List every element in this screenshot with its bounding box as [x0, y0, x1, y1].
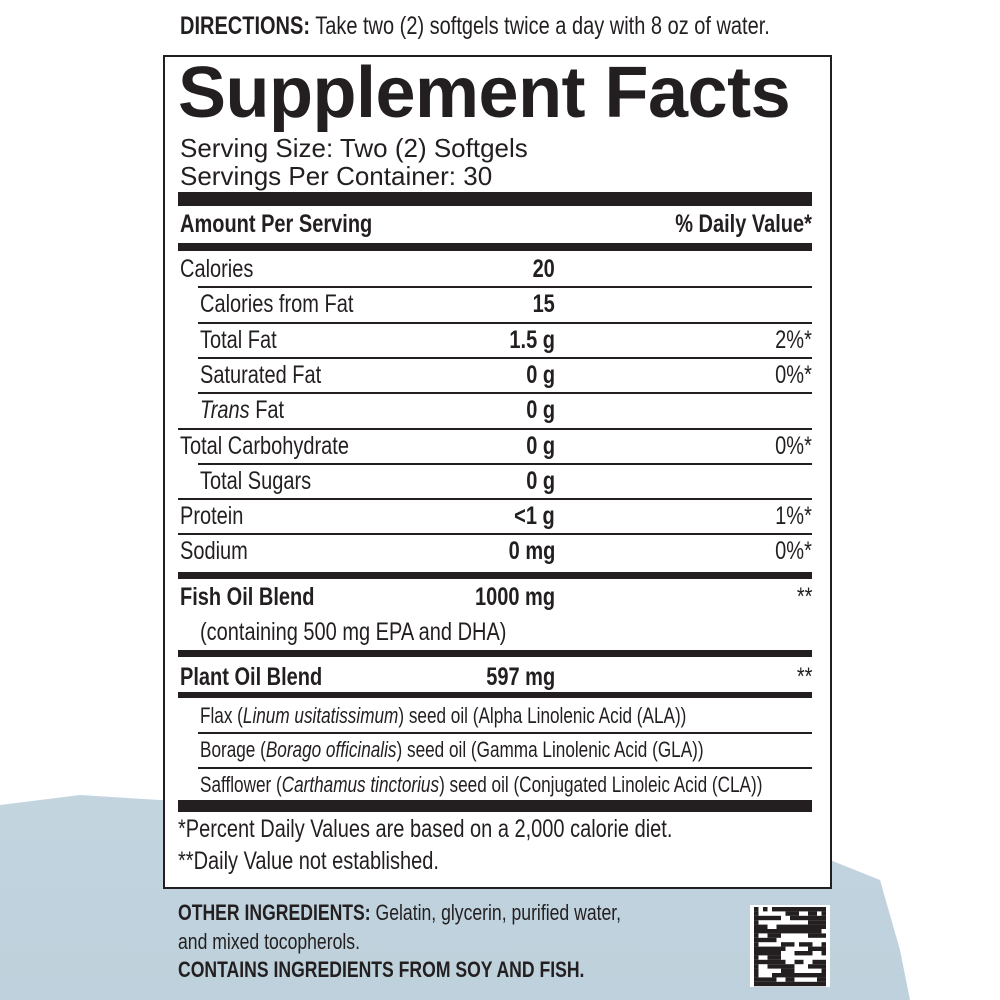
other-ingredients-text: Gelatin, glycerin, purified water, — [370, 900, 622, 925]
nutrient-row: Total Sugars 0 g — [0, 464, 1000, 498]
fish-oil-dv: ** — [796, 583, 812, 611]
nutrient-amount: 0 g — [526, 432, 555, 460]
row-divider — [198, 286, 812, 288]
nutrient-row: Protein <1 g 1%* — [0, 499, 1000, 533]
divider-medium — [178, 243, 812, 251]
other-ingredients-text2: and mixed tocopherols. — [178, 929, 360, 954]
divider-medium — [178, 692, 812, 698]
servings-per-container: Servings Per Container: 30 — [180, 161, 493, 191]
directions-label: DIRECTIONS: — [180, 12, 310, 40]
plant-oil-label: Plant Oil Blend — [180, 663, 323, 691]
fish-oil-row: Fish Oil Blend 1000 mg ** — [0, 580, 1000, 614]
item-detail: ) seed oil (Alpha Linolenic Acid (ALA)) — [398, 703, 687, 728]
nutrient-label: Calories from Fat — [200, 290, 354, 318]
nutrient-label: Total Fat — [200, 326, 277, 354]
nutrient-row: Trans Fat 0 g — [0, 393, 1000, 427]
plant-oil-item: Safflower (Carthamus tinctorius) seed oi… — [0, 768, 1000, 802]
panel-title: Supplement Facts — [178, 53, 791, 133]
nutrient-amount: 0 g — [526, 467, 555, 495]
header-row: Amount Per Serving % Daily Value* — [0, 207, 1000, 241]
footnote-1-text: *Percent Daily Values are based on a 2,0… — [178, 815, 673, 843]
amount-per-serving-header: Amount Per Serving — [180, 210, 373, 238]
nutrient-row: Total Carbohydrate 0 g 0%* — [0, 429, 1000, 463]
directions: DIRECTIONS: Take two (2) softgels twice … — [180, 12, 917, 41]
fish-oil-label: Fish Oil Blend — [180, 583, 315, 611]
nutrient-amount: 15 — [532, 290, 555, 318]
fish-oil-note: (containing 500 mg EPA and DHA) — [200, 618, 507, 646]
nutrient-row: Sodium 0 mg 0%* — [0, 534, 1000, 568]
nutrient-amount: <1 g — [514, 502, 555, 530]
nutrient-label: Protein — [180, 502, 244, 530]
nutrient-row: Calories 20 — [0, 252, 1000, 286]
footnote-2-text: **Daily Value not established. — [178, 847, 439, 875]
divider-medium — [178, 650, 812, 657]
nutrient-amount: 0 mg — [508, 537, 555, 565]
item-detail: ) seed oil (Gamma Linolenic Acid (GLA)) — [396, 737, 704, 762]
nutrient-label: Fat — [249, 396, 285, 424]
row-divider — [198, 357, 812, 359]
nutrient-dv: 0%* — [775, 361, 812, 389]
row-divider — [198, 767, 812, 769]
plant-oil-amount: 597 mg — [486, 663, 555, 691]
row-divider — [198, 463, 812, 465]
nutrient-label: Calories — [180, 255, 254, 283]
nutrient-label: Sodium — [180, 537, 248, 565]
row-divider — [198, 732, 812, 734]
datamatrix-barcode-icon — [750, 905, 830, 987]
fish-oil-note-row: (containing 500 mg EPA and DHA) — [0, 615, 1000, 649]
nutrient-dv: 0%* — [775, 432, 812, 460]
row-divider — [198, 392, 812, 394]
daily-value-header: % Daily Value* — [675, 210, 812, 238]
other-ingredients-cont: and mixed tocopherols. — [178, 929, 405, 955]
nutrient-row: Calories from Fat 15 — [0, 287, 1000, 321]
nutrient-amount: 0 g — [526, 361, 555, 389]
footnote-daily-values: *Percent Daily Values are based on a 2,0… — [178, 815, 796, 844]
allergen-text: CONTAINS INGREDIENTS FROM SOY AND FISH. — [178, 957, 585, 982]
divider-thick — [178, 800, 812, 812]
plant-oil-dv: ** — [796, 663, 812, 691]
plant-oil-item: Flax (Linum usitatissimum) seed oil (Alp… — [0, 699, 1000, 733]
item-common: Borage ( — [200, 737, 266, 762]
nutrient-row: Total Fat 1.5 g 2%* — [0, 323, 1000, 357]
divider-medium — [178, 572, 812, 579]
nutrient-label: Total Sugars — [200, 467, 312, 495]
item-latin: Linum usitatissimum — [242, 703, 399, 728]
other-ingredients: OTHER INGREDIENTS: Gelatin, glycerin, pu… — [178, 900, 732, 926]
nutrient-label-italic: Trans — [200, 396, 250, 424]
nutrient-row: Saturated Fat 0 g 0%* — [0, 358, 1000, 392]
nutrient-amount: 20 — [532, 255, 555, 283]
nutrient-label: Saturated Fat — [200, 361, 322, 389]
footnote-not-established: **Daily Value not established. — [178, 847, 504, 876]
item-detail: ) seed oil (Conjugated Linoleic Acid (CL… — [439, 772, 763, 797]
plant-oil-item: Borage (Borago officinalis) seed oil (Ga… — [0, 733, 1000, 767]
directions-text: Take two (2) softgels twice a day with 8… — [310, 12, 770, 40]
nutrient-amount: 1.5 g — [509, 326, 555, 354]
nutrient-dv: 2%* — [775, 326, 812, 354]
item-latin: Carthamus tinctorius — [281, 772, 440, 797]
divider-thick — [178, 192, 812, 206]
item-common: Flax ( — [200, 703, 243, 728]
row-divider — [178, 533, 812, 535]
row-divider — [178, 428, 812, 430]
allergen-statement: CONTAINS INGREDIENTS FROM SOY AND FISH. — [178, 957, 686, 983]
serving-size: Serving Size: Two (2) Softgels — [180, 133, 528, 163]
item-common: Safflower ( — [200, 772, 282, 797]
fish-oil-amount: 1000 mg — [474, 583, 555, 611]
nutrient-dv: 0%* — [775, 537, 812, 565]
row-divider — [198, 322, 812, 324]
nutrient-dv: 1%* — [775, 502, 812, 530]
item-latin: Borago officinalis — [265, 737, 397, 762]
nutrient-label: Total Carbohydrate — [180, 432, 349, 460]
other-ingredients-label: OTHER INGREDIENTS: — [178, 900, 371, 925]
row-divider — [178, 498, 812, 500]
nutrient-amount: 0 g — [526, 396, 555, 424]
plant-oil-row: Plant Oil Blend 597 mg ** — [0, 660, 1000, 694]
